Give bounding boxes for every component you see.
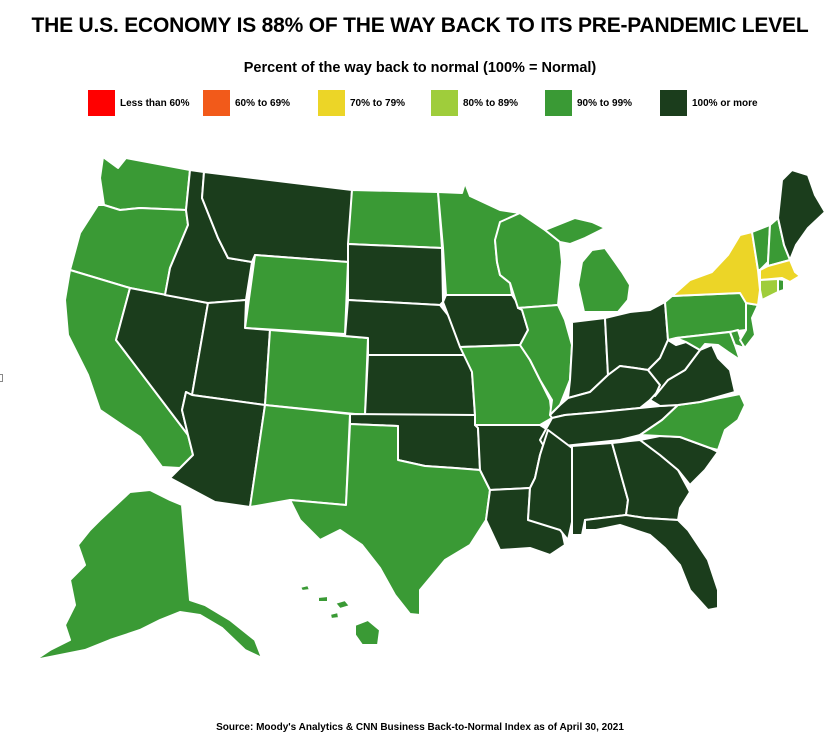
legend-item-60-to-69: 60% to 69% [203,90,290,116]
legend: Less than 60% 60% to 69% 70% to 79% 80% … [0,90,840,116]
state-connecticut [759,278,779,301]
edge-marker [0,374,3,382]
legend-item-70-to-79: 70% to 79% [318,90,405,116]
state-texas [289,423,491,616]
state-maine [777,169,826,261]
legend-label: Less than 60% [120,97,190,109]
legend-label: 60% to 69% [235,97,291,109]
legend-swatch [545,90,572,116]
state-new-jersey [739,302,759,349]
state-montana [201,171,353,263]
legend-subtitle: Percent of the way back to normal (100% … [243,60,597,76]
legend-item-90-to-99: 90% to 99% [545,90,632,116]
legend-swatch [88,90,115,116]
state-rhode-island [777,278,785,293]
state-florida [584,514,719,611]
legend-label: 80% to 89% [463,97,519,109]
legend-swatch [203,90,230,116]
state-washington [99,156,191,211]
state-vermont [751,224,771,271]
state-south-dakota [347,243,444,306]
legend-label: 90% to 99% [577,97,633,109]
state-colorado [264,329,369,416]
legend-label: 70% to 79% [350,97,406,109]
legend-swatch [318,90,345,116]
legend-swatch [660,90,687,116]
state-kansas [364,354,476,416]
legend-item-less-than-60: Less than 60% [88,90,189,116]
legend-item-100-or-more: 100% or more [660,90,758,116]
map-title: THE U.S. ECONOMY IS 88% OF THE WAY BACK … [31,14,809,37]
state-hawaii [299,584,381,646]
state-new-mexico [249,404,351,508]
state-michigan [544,217,631,313]
state-illinois [517,304,573,416]
state-wyoming [244,254,349,335]
legend-swatch [431,90,458,116]
source-note: Source: Moody's Analytics & CNN Business… [216,722,624,733]
state-north-dakota [347,189,443,249]
us-map [34,156,826,661]
state-alaska [34,489,263,661]
state-new-york [671,231,761,306]
legend-label: 100% or more [692,97,758,109]
legend-item-80-to-89: 80% to 89% [431,90,518,116]
